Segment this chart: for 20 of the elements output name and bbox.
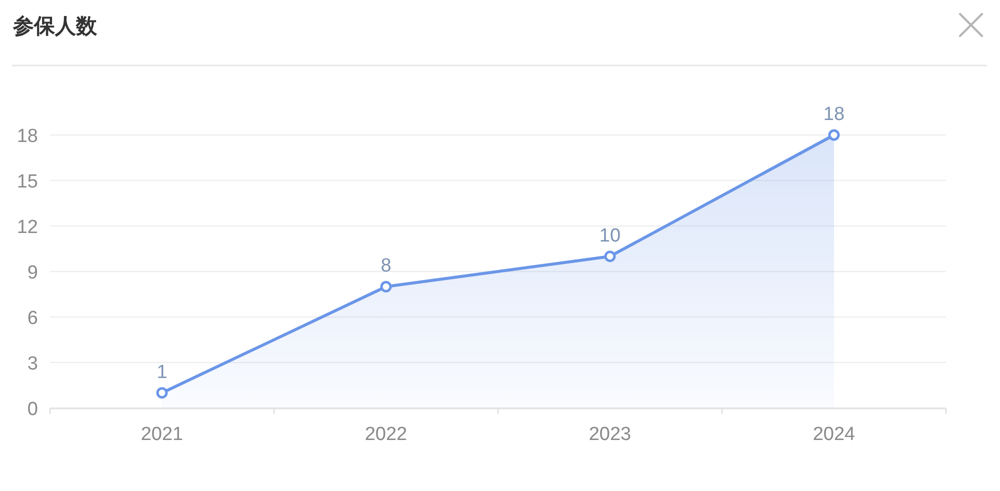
x-tick-label: 2021 — [140, 424, 184, 445]
point — [604, 250, 616, 262]
y-tick-label: 9 — [27, 262, 38, 284]
y-tick-label: 0 — [27, 399, 38, 420]
y-tick-label: 6 — [27, 308, 38, 329]
x-tick-label: 2024 — [812, 424, 856, 445]
chart-title: 参保人数 — [12, 14, 98, 38]
x-tick-label: 2022 — [364, 424, 408, 445]
point — [156, 387, 168, 399]
data-label: 10 — [599, 225, 621, 246]
y-tick-label: 18 — [16, 126, 38, 147]
point — [828, 129, 840, 141]
data-label: 1 — [156, 362, 168, 383]
y-tick-label: 12 — [16, 217, 38, 238]
x-tick-label: 2023 — [588, 424, 632, 445]
data-label: 8 — [380, 256, 392, 277]
point — [380, 280, 392, 292]
y-tick-label: 3 — [27, 354, 38, 374]
data-label: 18 — [823, 104, 845, 125]
y-tick-label: 15 — [16, 172, 38, 192]
